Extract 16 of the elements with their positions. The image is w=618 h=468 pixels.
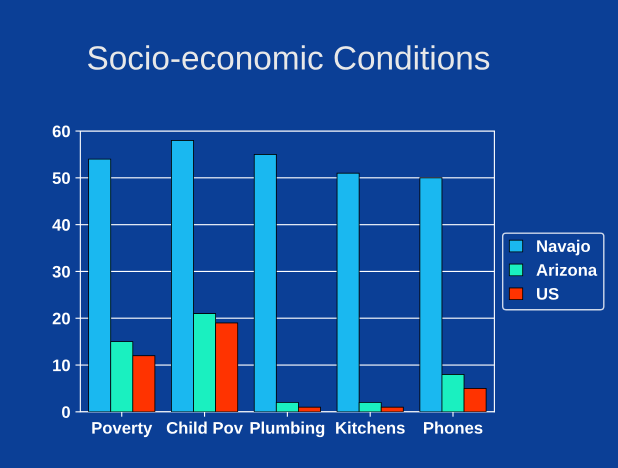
x-tick-label: Phones (424, 422, 482, 434)
x-tick-label: Child Pov (166, 422, 243, 434)
x-tick-label: Kitchens (336, 422, 405, 434)
legend-label: US (537, 288, 559, 300)
y-tick-label: 30 (52, 266, 70, 278)
legend-label: Arizona (536, 264, 598, 276)
chart-title: Socio-economic Conditions (88, 45, 490, 70)
legend-label: Navajo (537, 240, 590, 256)
y-tick-label: 50 (52, 172, 70, 184)
y-tick-label: 0 (62, 406, 70, 418)
y-tick-label: 10 (53, 359, 70, 372)
x-tick-label: Plumbing (250, 422, 324, 438)
y-tick-label: 20 (52, 312, 70, 324)
x-tick-label: Poverty (92, 422, 152, 438)
y-tick-label: 60 (52, 125, 70, 138)
y-tick-label: 40 (52, 219, 70, 231)
